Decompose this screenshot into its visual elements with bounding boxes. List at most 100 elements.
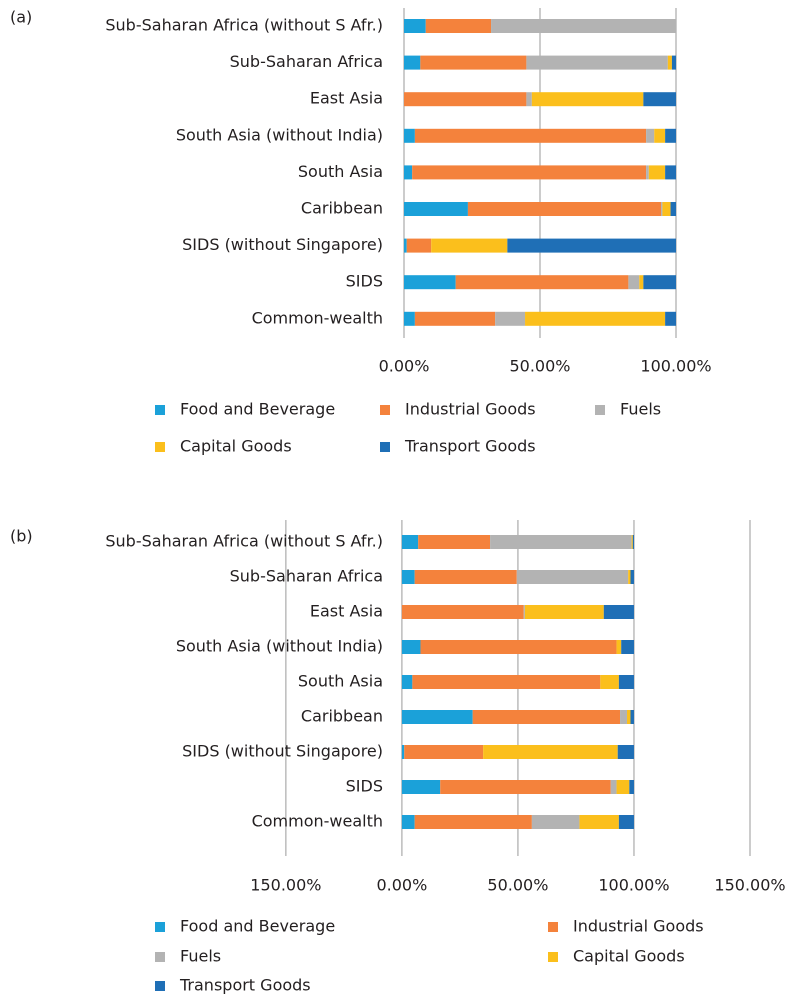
x-tick-label: 50.00% (509, 357, 570, 376)
bar-segment (525, 311, 666, 326)
bar-segment (404, 128, 415, 143)
bar-segment (401, 710, 473, 724)
legend-label: Food and Beverage (180, 400, 335, 419)
bar-segment (404, 19, 426, 33)
bar-segment (420, 640, 617, 654)
bar-segment (401, 535, 419, 549)
bar-segment (630, 570, 634, 584)
bar-segment (516, 570, 629, 584)
bar-segment (401, 570, 415, 584)
bar-segment (467, 202, 662, 216)
bar-segment (414, 815, 532, 829)
y-tick-label: SIDS (346, 777, 383, 796)
bar-segment (643, 275, 676, 290)
bar-segment (665, 311, 676, 326)
bar-segment (646, 165, 649, 180)
x-tick-label: 150.00% (250, 876, 321, 895)
bar-segment (507, 238, 676, 253)
legend-swatch (155, 952, 165, 962)
y-tick-label: East Asia (310, 602, 383, 621)
y-tick-label: SIDS (346, 272, 383, 291)
legend-label: Fuels (180, 947, 221, 966)
legend-swatch (155, 405, 165, 415)
bar-segment (418, 535, 491, 549)
y-tick-label: Sub-Saharan Africa (230, 567, 383, 586)
bar-segment (490, 535, 632, 549)
legend-label: Industrial Goods (573, 917, 704, 936)
bar-segment (401, 780, 441, 794)
y-tick-label: SIDS (without Singapore) (182, 235, 383, 254)
x-tick-label: 150.00% (714, 876, 785, 895)
y-tick-label: South Asia (298, 672, 383, 691)
bar-segment (603, 605, 634, 619)
bar-segment (631, 535, 633, 549)
bar-segment (628, 275, 640, 290)
bar-segment (401, 640, 421, 654)
bar-segment (526, 92, 532, 107)
legend-swatch (155, 981, 165, 991)
bar-segment (632, 535, 634, 549)
bar-segment (431, 238, 508, 253)
bar-segment (617, 745, 634, 759)
y-tick-label: Sub-Saharan Africa (without S Afr.) (105, 16, 383, 35)
bar-segment (671, 55, 676, 70)
bar-segment (646, 128, 655, 143)
bar-segment (524, 605, 604, 619)
bar-segment (639, 275, 644, 290)
bar-segment (495, 311, 526, 326)
bar-segment (455, 275, 629, 290)
bar-segment (412, 165, 647, 180)
bar-segment (526, 55, 668, 70)
bar-segment (620, 710, 628, 724)
y-tick-label: SIDS (without Singapore) (182, 742, 383, 761)
bar-segment (629, 780, 634, 794)
bar-segment (610, 780, 617, 794)
y-tick-label: East Asia (310, 89, 383, 108)
y-tick-label: South Asia (without India) (176, 125, 383, 144)
legend-swatch (155, 922, 165, 932)
bar-segment (654, 128, 666, 143)
bar-segment (401, 745, 405, 759)
legend-label: Transport Goods (404, 437, 536, 456)
bar-segment (401, 605, 524, 619)
panel-label: (a) (10, 8, 32, 27)
bar-segment (661, 202, 663, 216)
y-tick-label: South Asia (without India) (176, 637, 383, 656)
y-tick-label: Sub-Saharan Africa (without S Afr.) (105, 532, 383, 551)
bar-segment (483, 745, 618, 759)
bar-segment (523, 605, 525, 619)
bar-segment (440, 780, 611, 794)
bar-segment (406, 238, 432, 253)
bar-segment (401, 815, 415, 829)
legend-swatch (155, 442, 165, 452)
bar-segment (618, 815, 634, 829)
y-tick-label: Common-wealth (252, 812, 383, 831)
y-tick-label: Caribbean (301, 199, 383, 218)
bar-segment (404, 202, 468, 216)
bar-segment (662, 202, 671, 216)
legend-swatch (548, 952, 558, 962)
bar-segment (627, 710, 631, 724)
bar-segment (616, 640, 622, 654)
bar-segment (618, 675, 634, 689)
bar-segment (420, 55, 527, 70)
bar-segment (404, 238, 407, 253)
bar-segment (667, 55, 672, 70)
bar-segment (531, 92, 644, 107)
bar-segment (628, 570, 631, 584)
legend-label: Industrial Goods (405, 400, 536, 419)
bar-segment (643, 92, 676, 107)
panel-label: (b) (10, 527, 33, 546)
bar-segment (472, 710, 621, 724)
x-tick-label: 50.00% (487, 876, 548, 895)
bar-segment (404, 311, 415, 326)
legend-swatch (595, 405, 605, 415)
legend-label: Capital Goods (180, 437, 292, 456)
bar-segment (401, 675, 413, 689)
bar-segment (600, 675, 619, 689)
legend-swatch (548, 922, 558, 932)
y-tick-label: South Asia (298, 162, 383, 181)
x-tick-label: 100.00% (598, 876, 669, 895)
bar-segment (531, 815, 580, 829)
bar-segment (414, 311, 496, 326)
